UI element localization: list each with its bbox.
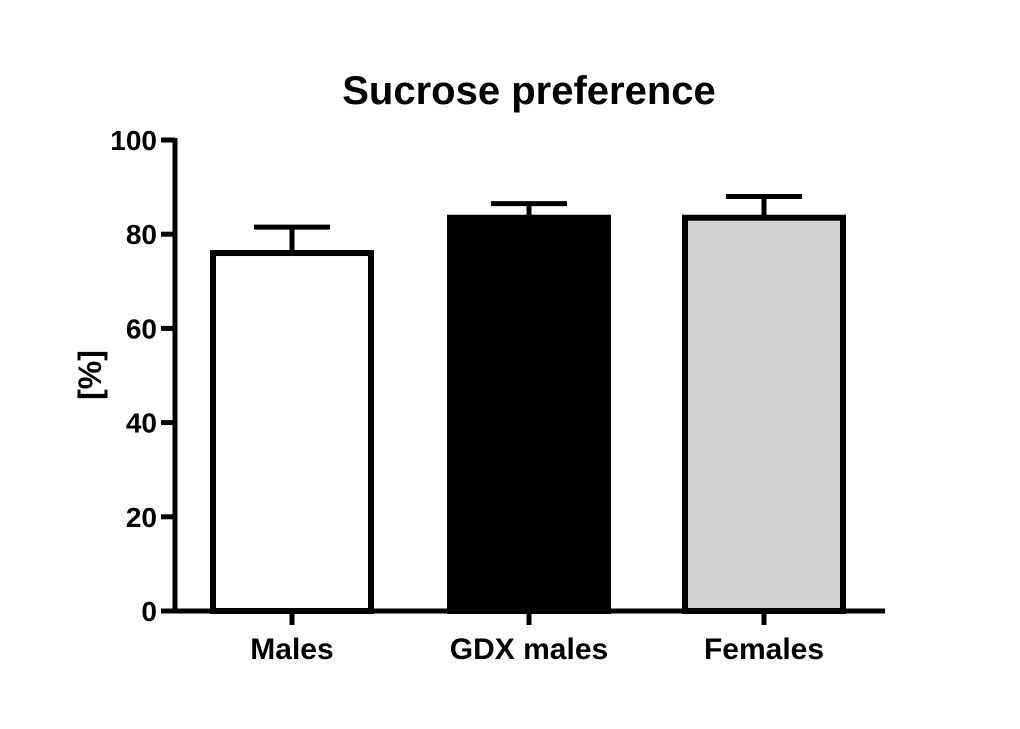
error-bars-layer: [254, 194, 802, 254]
y-tick-label-3: 60: [126, 313, 157, 344]
chart-title: Sucrose preference: [342, 69, 716, 113]
bar-0: [210, 250, 374, 614]
x-tick-label-2: Females: [704, 633, 824, 666]
y-tick-label-4: 80: [126, 219, 157, 250]
y-tick-label-5: 100: [110, 125, 157, 156]
x-ticks-layer: Males GDX males Females: [250, 611, 824, 666]
y-tick-label-0: 0: [141, 596, 157, 627]
y-ticks-layer: 0 20 40 60 80 100: [110, 125, 175, 627]
y-tick-label-1: 20: [126, 502, 157, 533]
x-tick-label-0: Males: [250, 633, 333, 666]
x-tick-label-1: GDX males: [450, 633, 608, 666]
y-axis-title: [%]: [72, 350, 108, 400]
bar-1: [447, 214, 611, 614]
y-tick-label-2: 40: [126, 408, 157, 439]
bars-layer: [210, 214, 846, 614]
bar-2: [682, 214, 846, 614]
